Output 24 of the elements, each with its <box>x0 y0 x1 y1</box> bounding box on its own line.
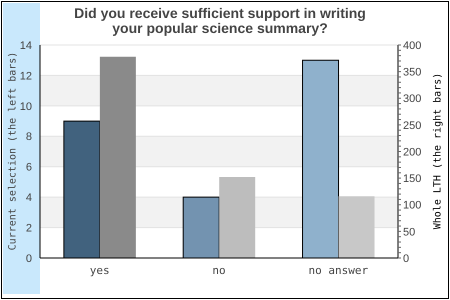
y2-tick-label: 150 <box>403 173 422 186</box>
y-tick-label: 14 <box>20 40 32 52</box>
chart-title: Did you receive sufficient support in writing your popular science summary? <box>73 5 367 36</box>
y2-tick-label: 300 <box>403 93 422 106</box>
y-tick-label: 4 <box>26 192 32 204</box>
x-tick-label: yes <box>90 264 110 277</box>
y2-tick-label: 50 <box>403 226 416 238</box>
y2-tick-label: 0 <box>403 252 410 265</box>
y2-tick-label: 350 <box>403 66 422 79</box>
y2-tick-label: 400 <box>403 40 422 52</box>
y-tick-label: 10 <box>20 100 32 113</box>
y2-axis-title: Whole LTH (the right bars) <box>432 72 444 230</box>
y-tick-label: 2 <box>26 222 32 234</box>
y-tick-label: 8 <box>26 131 32 144</box>
y-tick-label: 12 <box>20 70 32 82</box>
x-tick-label: no <box>212 264 226 277</box>
y2-tick-label: 250 <box>403 120 422 132</box>
y-tick-label: 0 <box>26 252 32 265</box>
y2-tick-label: 100 <box>403 200 422 212</box>
y-tick-label: 6 <box>26 162 32 174</box>
y2-tick-label: 200 <box>403 146 422 158</box>
bar <box>338 196 375 258</box>
y-axis-title: Current selection (the left bars) <box>8 52 18 250</box>
x-tick-label: no answer <box>308 264 369 277</box>
